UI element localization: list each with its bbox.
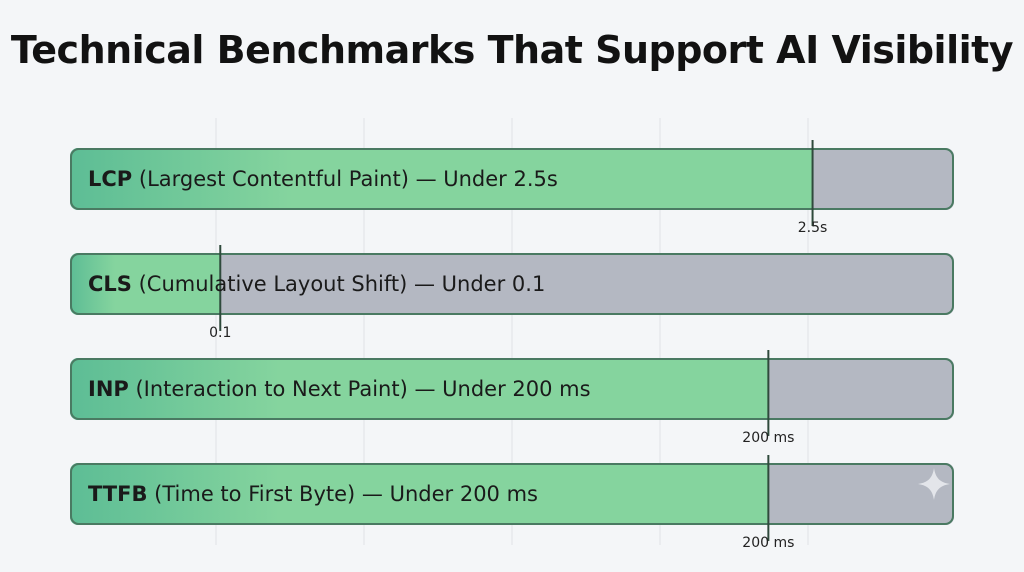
threshold-label: 0.1 xyxy=(209,325,232,341)
bar-label: CLS (Cumulative Layout Shift) — Under 0.… xyxy=(88,253,545,315)
bar-label: LCP (Largest Contentful Paint) — Under 2… xyxy=(88,148,558,210)
bar-border xyxy=(70,463,954,525)
bar-fill xyxy=(70,358,769,420)
metric-abbr: CLS xyxy=(88,272,132,296)
bar-label: TTFB (Time to First Byte) — Under 200 ms xyxy=(88,463,538,525)
sparkle-icon xyxy=(918,468,950,500)
metric-abbr: LCP xyxy=(88,167,133,191)
metric-abbr: TTFB xyxy=(88,482,148,506)
metric-name: (Largest Contentful Paint) — Under 2.5s xyxy=(138,167,558,191)
threshold-label: 200 ms xyxy=(742,430,795,446)
metric-abbr: INP xyxy=(88,377,129,401)
bar-fill xyxy=(70,148,813,210)
bar-fill xyxy=(70,463,769,525)
bar-border xyxy=(70,358,954,420)
threshold-label: 200 ms xyxy=(742,535,795,551)
metric-name: (Time to First Byte) — Under 200 ms xyxy=(154,482,538,506)
metric-name: (Interaction to Next Paint) — Under 200 … xyxy=(135,377,591,401)
bar-border xyxy=(70,148,954,210)
bar-fill xyxy=(70,253,221,315)
bar-border xyxy=(70,253,954,315)
bar-track xyxy=(70,253,954,315)
bar-label: INP (Interaction to Next Paint) — Under … xyxy=(88,358,591,420)
metric-name: (Cumulative Layout Shift) — Under 0.1 xyxy=(138,272,546,296)
threshold-label: 2.5s xyxy=(797,220,828,236)
chart-title: Technical Benchmarks That Support AI Vis… xyxy=(10,28,1014,72)
